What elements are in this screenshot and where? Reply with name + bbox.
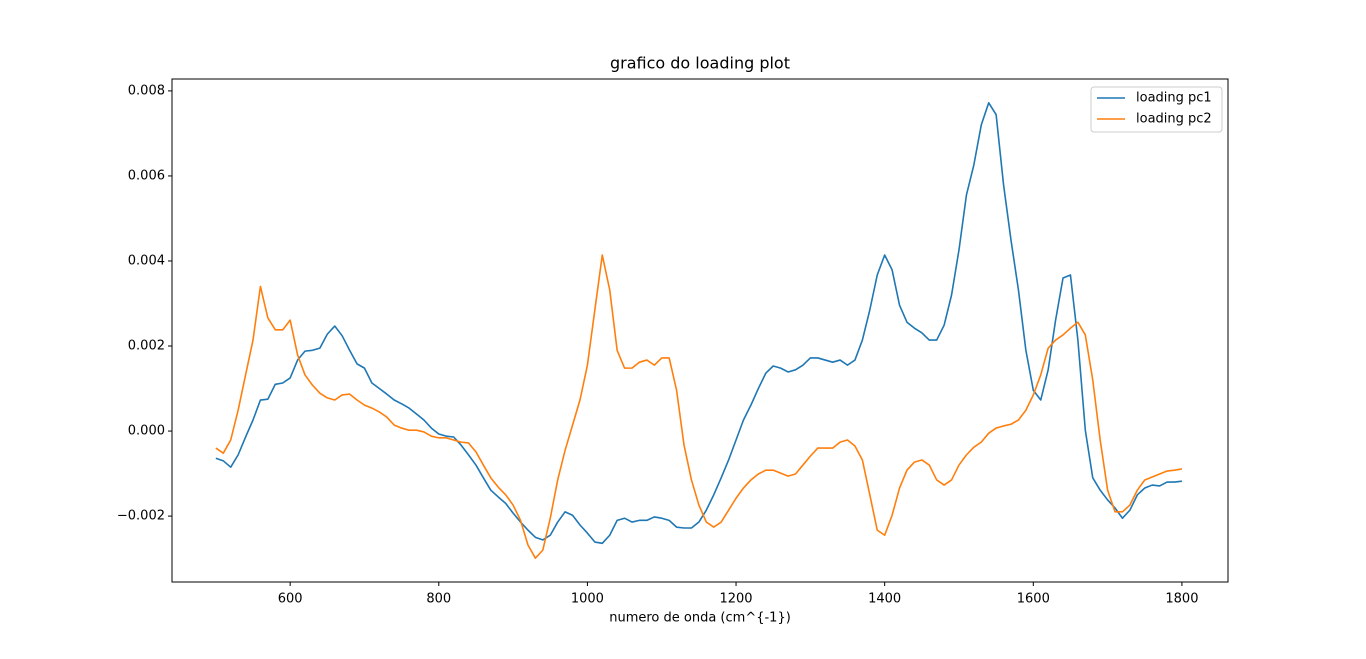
legend-label: loading pc1: [1136, 91, 1212, 106]
y-tick-label: 0.002: [128, 339, 165, 354]
y-tick-label: 0.008: [128, 83, 165, 98]
y-tick-label: −0.002: [117, 509, 165, 524]
x-tick-label: 1000: [571, 592, 604, 607]
x-tick-label: 1800: [1165, 592, 1198, 607]
chart-title: grafico do loading plot: [610, 54, 790, 73]
y-tick-label: 0.004: [128, 253, 165, 268]
x-tick-label: 600: [278, 592, 303, 607]
y-tick-label: 0.000: [128, 424, 165, 439]
series-line: [215, 102, 1183, 545]
legend-label: loading pc2: [1136, 112, 1212, 127]
x-tick-label: 800: [426, 592, 451, 607]
plot-frame: [171, 78, 1229, 583]
y-tick-label: 0.006: [128, 168, 165, 183]
series-line: [215, 254, 1183, 559]
x-tick-label: 1400: [868, 592, 901, 607]
x-tick-label: 1200: [719, 592, 752, 607]
x-axis-label: numero de onda (cm^{-1}): [609, 611, 791, 626]
x-tick-label: 1600: [1017, 592, 1050, 607]
